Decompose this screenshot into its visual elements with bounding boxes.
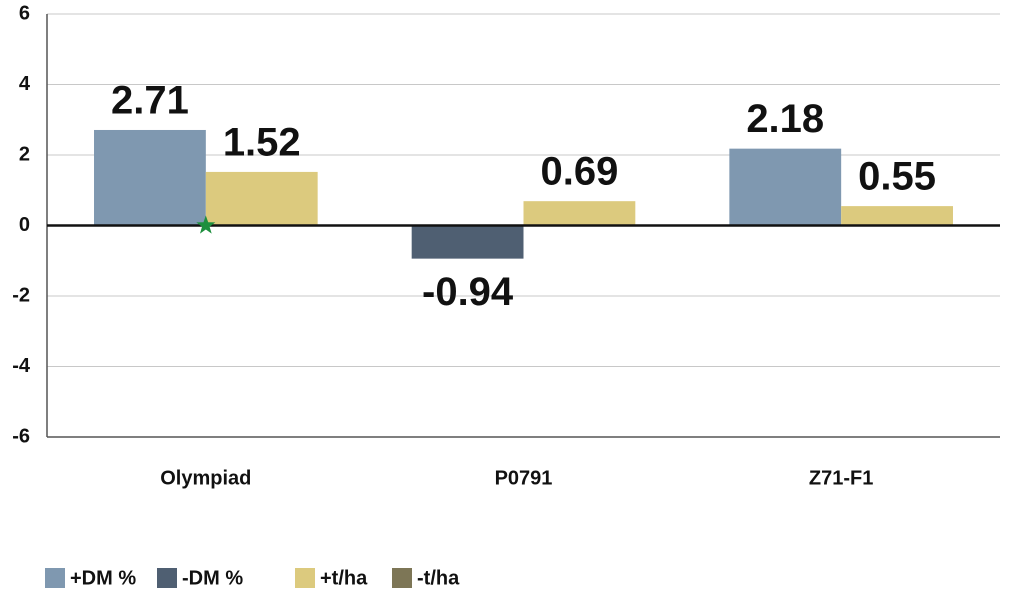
y-tick-label: 2 bbox=[19, 143, 30, 165]
legend-label: +t/ha bbox=[320, 567, 368, 589]
value-label: 1.52 bbox=[223, 120, 301, 164]
y-tick-label: -2 bbox=[12, 284, 30, 306]
value-label: 2.71 bbox=[111, 79, 189, 123]
y-tick-label: -6 bbox=[12, 425, 30, 447]
legend-swatch bbox=[392, 568, 412, 588]
y-tick-label: 4 bbox=[19, 73, 31, 95]
value-label: 0.69 bbox=[540, 150, 618, 194]
bar bbox=[841, 206, 953, 226]
y-tick-label: 6 bbox=[19, 2, 30, 24]
legend-label: +DM % bbox=[70, 567, 136, 589]
bar bbox=[729, 148, 842, 226]
legend-label: -t/ha bbox=[417, 567, 460, 589]
value-label: 0.55 bbox=[858, 155, 936, 199]
x-tick-label: Z71-F1 bbox=[809, 467, 873, 489]
y-tick-label: 0 bbox=[19, 214, 30, 236]
bar bbox=[523, 201, 636, 226]
y-tick-label: -4 bbox=[12, 355, 31, 377]
value-label: -0.94 bbox=[422, 270, 514, 314]
legend-swatch bbox=[295, 568, 315, 588]
legend-swatch bbox=[45, 568, 65, 588]
bar bbox=[411, 225, 524, 259]
legend-label: -DM % bbox=[182, 567, 243, 589]
legend-swatch bbox=[157, 568, 177, 588]
value-label: 2.18 bbox=[746, 97, 824, 141]
bar bbox=[205, 171, 318, 226]
bar bbox=[94, 129, 206, 226]
x-tick-label: Olympiad bbox=[160, 467, 251, 489]
x-tick-label: P0791 bbox=[495, 467, 553, 489]
star-marker bbox=[196, 215, 216, 234]
